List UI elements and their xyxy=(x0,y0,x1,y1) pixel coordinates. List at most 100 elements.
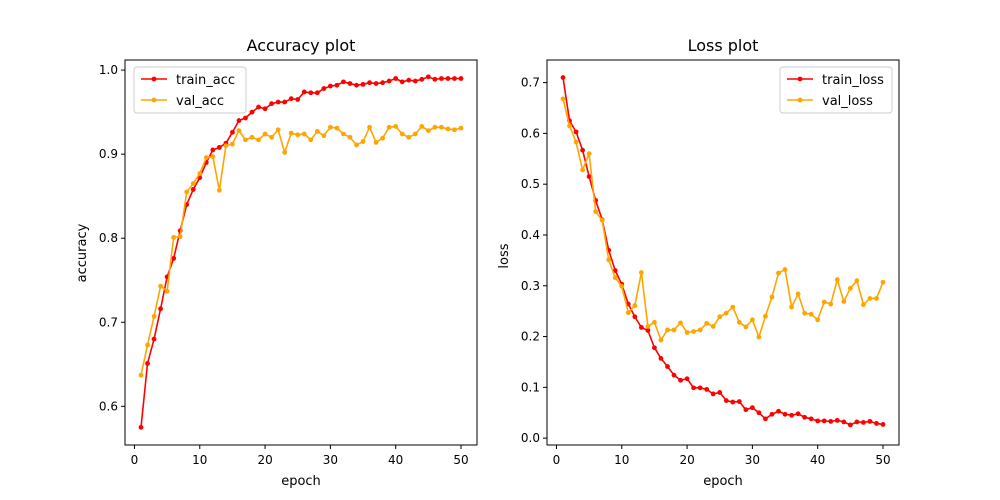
x-tick-label: 30 xyxy=(745,453,760,467)
data-point xyxy=(308,90,314,96)
data-point xyxy=(425,74,431,80)
data-point xyxy=(638,325,644,330)
data-point xyxy=(301,131,307,137)
data-point xyxy=(347,81,353,86)
data-point xyxy=(586,174,592,179)
data-point xyxy=(769,294,775,300)
data-point xyxy=(841,419,847,425)
data-point xyxy=(717,314,723,320)
legend-label: train_acc xyxy=(176,73,235,88)
data-point xyxy=(665,364,670,369)
x-tick-label: 0 xyxy=(131,453,139,467)
data-point xyxy=(678,320,683,326)
data-point xyxy=(412,131,418,137)
y-tick-label: 0.3 xyxy=(521,279,540,293)
data-point xyxy=(327,83,333,89)
data-point xyxy=(671,327,677,333)
y-tick-label: 1.0 xyxy=(99,63,118,77)
data-point xyxy=(874,421,879,426)
data-point xyxy=(439,124,444,130)
data-point xyxy=(704,386,710,392)
data-point xyxy=(645,324,651,329)
data-point xyxy=(445,76,451,81)
data-point xyxy=(867,296,873,301)
data-point xyxy=(789,304,794,310)
data-point xyxy=(704,320,710,326)
x-tick-label: 20 xyxy=(257,453,272,467)
y-tick-label: 0.1 xyxy=(521,380,540,394)
data-point xyxy=(399,79,405,85)
chart-title: Loss plot xyxy=(688,36,759,55)
legend-marker xyxy=(797,97,803,103)
data-point xyxy=(776,408,781,414)
x-tick-label: 30 xyxy=(323,453,338,467)
data-point xyxy=(652,319,657,325)
data-point xyxy=(282,99,288,105)
legend-label: train_loss xyxy=(822,73,884,88)
data-point xyxy=(177,234,183,239)
data-point xyxy=(295,132,301,138)
data-point xyxy=(432,76,438,82)
data-point xyxy=(782,267,788,272)
data-point xyxy=(776,270,781,276)
data-point xyxy=(802,414,808,420)
data-point xyxy=(295,97,301,102)
data-point xyxy=(802,310,808,316)
data-point xyxy=(145,342,150,348)
data-point xyxy=(573,139,579,145)
data-point xyxy=(743,324,749,330)
data-point xyxy=(678,377,683,383)
data-point xyxy=(262,106,268,112)
data-point xyxy=(282,150,288,155)
data-point xyxy=(632,314,638,320)
accuracy-chart: Accuracy plot 0 10 20 30 40 50 0.6 0.7 0.8 0.9 1.0… xyxy=(75,36,478,489)
data-point xyxy=(275,99,281,105)
data-point xyxy=(756,410,762,416)
data-point xyxy=(380,80,386,86)
data-point xyxy=(223,143,229,149)
y-tick-label: 0.7 xyxy=(521,76,540,90)
data-point xyxy=(874,296,879,301)
data-point xyxy=(854,278,860,284)
data-point xyxy=(138,424,144,430)
data-point xyxy=(697,327,703,333)
data-point xyxy=(406,134,412,140)
data-point xyxy=(439,76,444,81)
y-tick-label: 0.5 xyxy=(521,177,540,191)
data-point xyxy=(138,372,144,378)
data-point xyxy=(717,390,723,395)
data-point xyxy=(625,310,631,316)
data-point xyxy=(861,419,866,425)
x-axis-label: epoch xyxy=(703,474,743,489)
data-point xyxy=(347,134,353,140)
data-point xyxy=(795,411,801,417)
data-point xyxy=(151,336,157,342)
data-point xyxy=(334,125,340,131)
y-tick-label: 0.6 xyxy=(99,399,118,413)
data-point xyxy=(334,82,340,88)
data-point xyxy=(419,76,425,82)
x-axis-label: epoch xyxy=(281,474,321,489)
data-point xyxy=(458,125,464,131)
data-point xyxy=(736,319,742,325)
data-point xyxy=(256,137,261,143)
data-point xyxy=(419,124,425,129)
data-point xyxy=(269,101,275,107)
data-point xyxy=(580,147,585,153)
data-point xyxy=(612,275,618,281)
data-point xyxy=(880,422,886,427)
data-point xyxy=(821,418,827,424)
data-point xyxy=(236,118,242,123)
x-tick-label: 40 xyxy=(810,453,825,467)
data-point xyxy=(373,139,379,145)
data-point xyxy=(782,411,788,417)
y-tick-label: 0.2 xyxy=(521,330,540,344)
data-point xyxy=(190,181,196,186)
data-point xyxy=(243,115,248,121)
y-tick-label: 0.0 xyxy=(521,431,540,445)
data-point xyxy=(158,306,163,312)
data-point xyxy=(684,376,690,382)
data-point xyxy=(867,418,873,424)
data-point xyxy=(730,304,736,310)
